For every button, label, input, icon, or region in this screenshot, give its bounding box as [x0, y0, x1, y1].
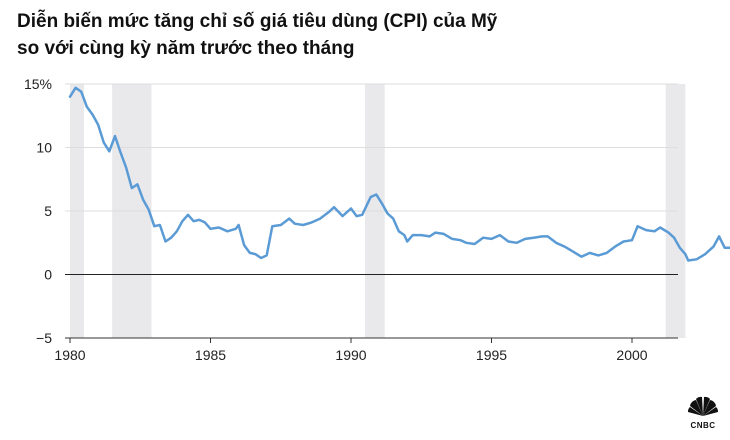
cpi-series-line [68, 86, 730, 262]
y-tick-label: 5 [44, 203, 52, 219]
y-tick-label: 0 [44, 267, 52, 283]
x-tick-label: 1995 [476, 347, 507, 363]
cnbc-logo-text: CNBC [690, 421, 716, 430]
peacock-icon [687, 396, 719, 416]
y-tick-label: 15% [24, 76, 52, 92]
cnbc-logo: CNBC [683, 396, 723, 436]
y-axis-ticks: 15% 10 5 0 −5 [24, 76, 52, 346]
x-tick-label: 1990 [335, 347, 366, 363]
chart-title: Diễn biến mức tăng chỉ số giá tiêu dùng … [17, 8, 617, 62]
chart-title-line-2: so với cùng kỳ năm trước theo tháng [17, 38, 355, 59]
x-tick-label: 1980 [54, 347, 85, 363]
x-axis-ticks: 198019851990199520002005201020152020 [54, 337, 678, 363]
series-layer: 7.5% [68, 86, 730, 262]
y-tick-label: −5 [36, 330, 52, 346]
chart-title-line-1: Diễn biến mức tăng chỉ số giá tiêu dùng … [17, 11, 498, 32]
y-tick-label: 10 [36, 140, 52, 156]
x-tick-label: 2000 [616, 347, 647, 363]
x-tick-label: 1985 [195, 347, 226, 363]
